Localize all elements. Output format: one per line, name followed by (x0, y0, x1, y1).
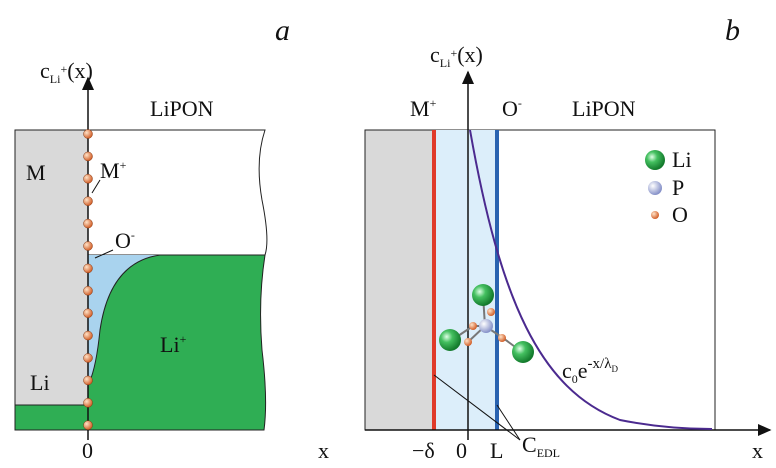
metal-region (365, 130, 433, 430)
text: Li (160, 332, 180, 357)
text: EDL (537, 446, 560, 460)
legend-label: Li (672, 147, 692, 172)
label: LiPON (572, 96, 636, 121)
text: (x) (67, 58, 93, 83)
oxygen-atom (84, 376, 93, 385)
text: O (115, 228, 131, 253)
legend-swatch (651, 211, 659, 219)
oxygen-atom (84, 197, 93, 206)
oxygen-atom (84, 421, 93, 430)
text: + (120, 158, 127, 172)
tick-label: 0 (82, 438, 93, 463)
legend-label: O (672, 202, 688, 227)
oxygen-atom (84, 264, 93, 273)
panel-label: a (275, 14, 290, 47)
diagram: cLi+(x) a LiPON M M+ O- Li+ Li 0 x Li P … (0, 0, 776, 468)
text: M (410, 96, 430, 121)
y-axis-label: cLi+(x) (430, 42, 483, 70)
oxygen-atom (84, 130, 93, 139)
oxygen-atom (84, 354, 93, 363)
label: M (26, 160, 46, 185)
oxygen-atom (84, 152, 93, 161)
oxygen-atom (84, 174, 93, 183)
oxygen-atom (84, 242, 93, 251)
text: Li (440, 56, 451, 70)
panel-a: cLi+(x) a LiPON M M+ O- Li+ Li 0 x (15, 14, 329, 463)
text: c (562, 358, 572, 383)
legend-label: P (672, 175, 684, 200)
label: Li (30, 370, 50, 395)
axis-label: x (318, 438, 329, 463)
tick-label: 0 (456, 438, 467, 463)
legend-swatch (645, 150, 665, 170)
text: c (430, 42, 440, 67)
oxygen-atom (84, 309, 93, 318)
oxygen-atom (84, 286, 93, 295)
label: M+ (410, 96, 437, 121)
panel-label: b (725, 14, 740, 47)
text: M (100, 158, 120, 183)
y-axis-label: cLi+(x) (40, 58, 93, 86)
text: - (518, 96, 522, 110)
oxygen-atom (84, 219, 93, 228)
page: cLi+(x) a LiPON M M+ O- Li+ Li 0 x Li P … (0, 0, 776, 468)
text: Li (50, 72, 61, 86)
tick-label: −δ (412, 438, 435, 463)
text: - (131, 228, 135, 242)
axis-label: x (752, 438, 763, 463)
text: D (611, 364, 618, 374)
edl-region (433, 130, 497, 430)
tick-label: L (490, 438, 503, 463)
text: + (430, 96, 437, 110)
legend-swatch (648, 181, 662, 195)
text: C (522, 432, 537, 457)
text: c (40, 58, 50, 83)
oxygen-atom (84, 398, 93, 407)
label: O- (502, 96, 522, 121)
text: -x/λ (588, 356, 613, 372)
oxygen-atom (84, 331, 93, 340)
label: CEDL (522, 432, 560, 460)
panel-b: Li P O cLi+(x) b M+ O- LiPON c0e-x/λD −δ… (365, 14, 770, 463)
text: O (502, 96, 518, 121)
text: (x) (457, 42, 483, 67)
text: e (578, 358, 588, 383)
li-region (15, 405, 88, 430)
label: LiPON (150, 96, 214, 121)
text: + (180, 332, 187, 346)
